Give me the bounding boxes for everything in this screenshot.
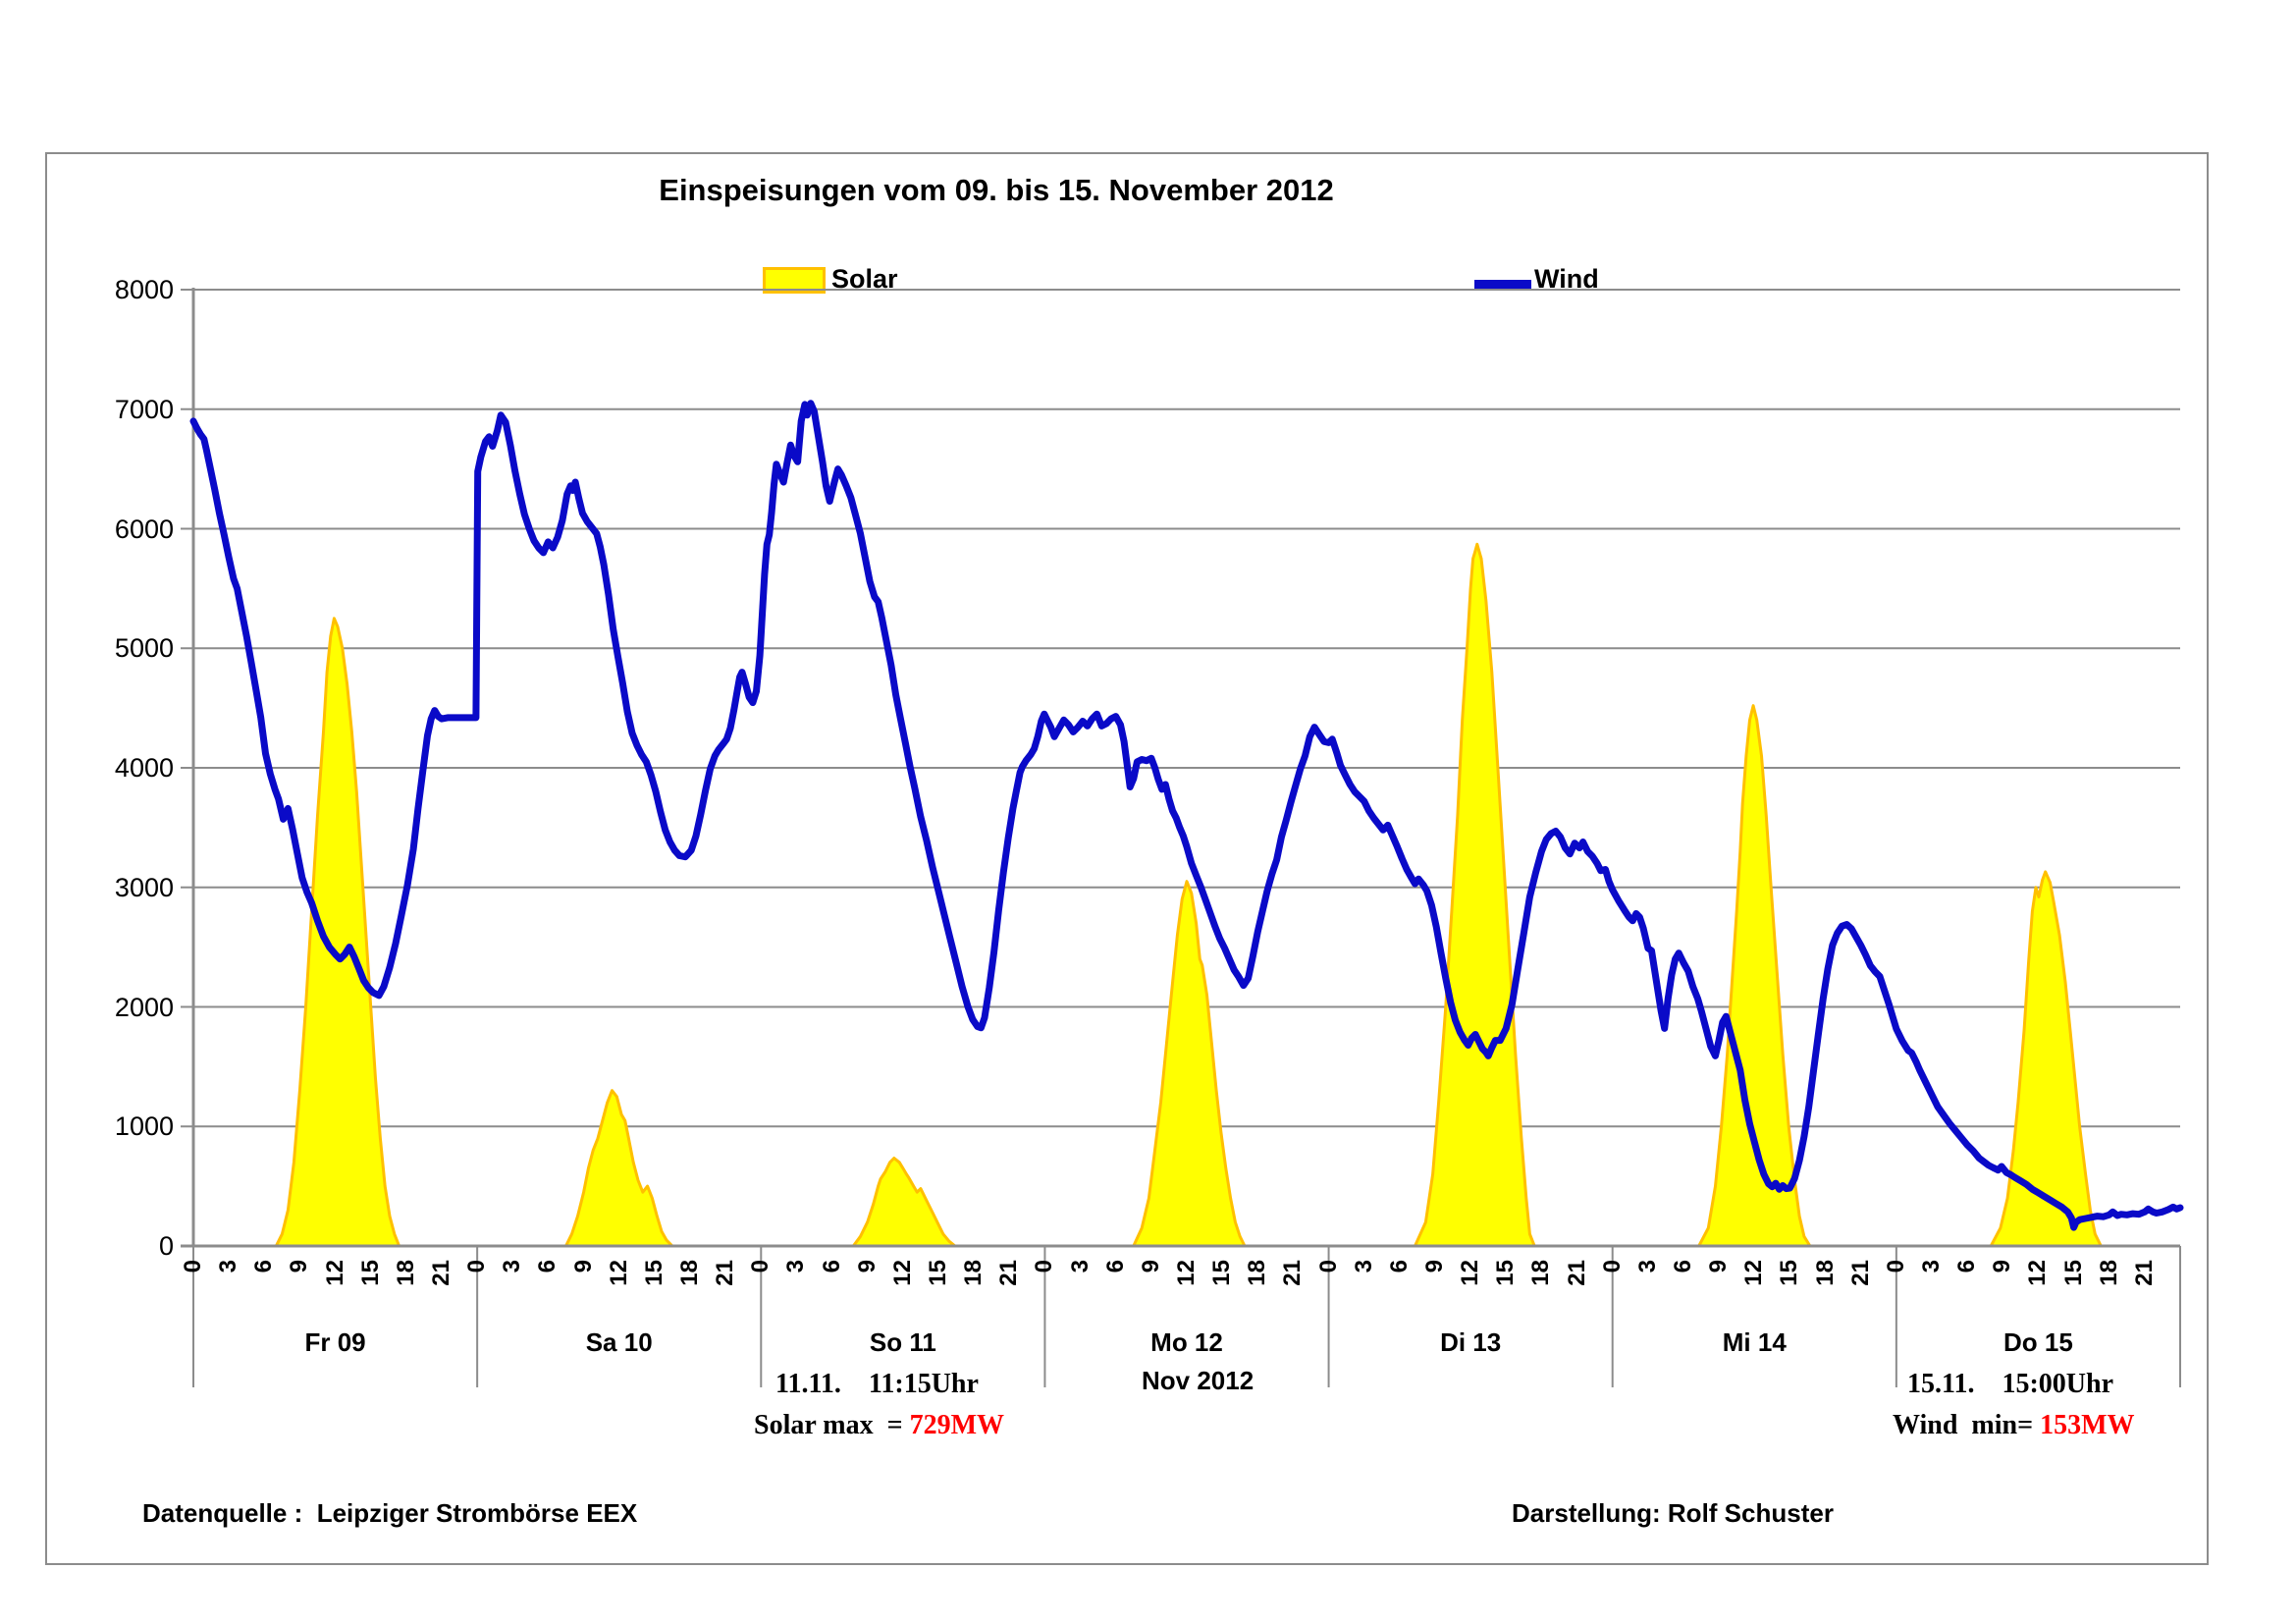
annotation-wind-min-label: Wind min= [1893, 1410, 2041, 1440]
x-axis-hour-label: 0 [747, 1260, 774, 1273]
x-axis-hour-label: 0 [1031, 1260, 1058, 1273]
x-axis-hour-label: 0 [1882, 1260, 1909, 1273]
x-axis-hour-label: 3 [1350, 1260, 1377, 1273]
x-axis-hour-label: 3 [499, 1260, 526, 1273]
legend-solar-label: Solar [831, 264, 898, 294]
x-axis-day-label: Mi 14 [1722, 1327, 1787, 1357]
x-axis-day-label: So 11 [869, 1327, 936, 1357]
y-axis-tick-label-3000: 3000 [114, 872, 174, 902]
x-axis-hour-label: 21 [712, 1260, 739, 1286]
x-axis-hour-label: 3 [1633, 1260, 1661, 1273]
x-axis-hour-label: 0 [1314, 1260, 1342, 1273]
annotation-solar-max-number: 729MW [909, 1410, 1004, 1440]
x-axis-hour-label: 21 [1563, 1260, 1590, 1286]
legend-wind-swatch-icon [1474, 280, 1531, 289]
chart-title: Einspeisungen vom 09. bis 15. November 2… [659, 173, 1334, 207]
x-axis-hour-label: 21 [2130, 1260, 2158, 1286]
x-axis-hour-label: 21 [428, 1260, 454, 1286]
y-axis-tick-label-6000: 6000 [114, 514, 174, 544]
x-axis-hour-label: 3 [215, 1260, 242, 1273]
x-axis-day-label: Di 13 [1440, 1327, 1502, 1357]
legend-wind-label: Wind [1534, 264, 1599, 294]
x-axis-hour-label: 21 [1846, 1260, 1874, 1286]
x-axis-day-label: Do 15 [2003, 1327, 2073, 1357]
legend-solar-swatch-icon [763, 267, 826, 294]
x-axis-day-label: Mo 12 [1150, 1327, 1223, 1357]
y-axis-tick-label-8000: 8000 [114, 275, 174, 304]
x-axis-day-label: Sa 10 [585, 1327, 653, 1357]
annotation-wind-min-number: 153MW [2040, 1410, 2135, 1440]
y-axis-tick-label-4000: 4000 [114, 753, 174, 783]
annotation-wind-min-value: Wind min= 153MW [1893, 1410, 2135, 1441]
annotation-solar-max-value: Solar max = 729MW [754, 1410, 1004, 1441]
y-axis-tick-label-7000: 7000 [114, 394, 174, 424]
x-axis-hour-label: 3 [782, 1260, 810, 1273]
x-axis-hour-label: 21 [1279, 1260, 1307, 1286]
y-axis-tick-label-1000: 1000 [114, 1111, 174, 1142]
x-axis-hour-label: 0 [463, 1260, 491, 1273]
annotation-wind-min-time: 15.11. 15:00Uhr [1907, 1369, 2113, 1399]
x-axis-hour-label: 21 [995, 1260, 1023, 1286]
x-axis-day-label: Fr 09 [304, 1327, 366, 1357]
x-axis-hour-label: 3 [1066, 1260, 1094, 1273]
x-axis-hour-label: 0 [1598, 1260, 1626, 1273]
footer-credit: Darstellung: Rolf Schuster [1512, 1498, 1834, 1528]
y-axis-tick-label-0: 0 [158, 1231, 174, 1261]
annotation-month: Nov 2012 [1142, 1366, 1255, 1395]
annotation-solar-max-label: Solar max = [754, 1410, 910, 1440]
annotation-solar-max-time: 11.11. 11:15Uhr [775, 1369, 979, 1399]
y-axis-tick-label-5000: 5000 [114, 633, 174, 664]
y-axis-tick-label-2000: 2000 [114, 992, 174, 1022]
x-axis-hour-label: 0 [180, 1260, 206, 1273]
footer-data-source: Datenquelle : Leipziger Strombörse EEX [142, 1498, 638, 1528]
x-axis-hour-label: 3 [1918, 1260, 1945, 1273]
